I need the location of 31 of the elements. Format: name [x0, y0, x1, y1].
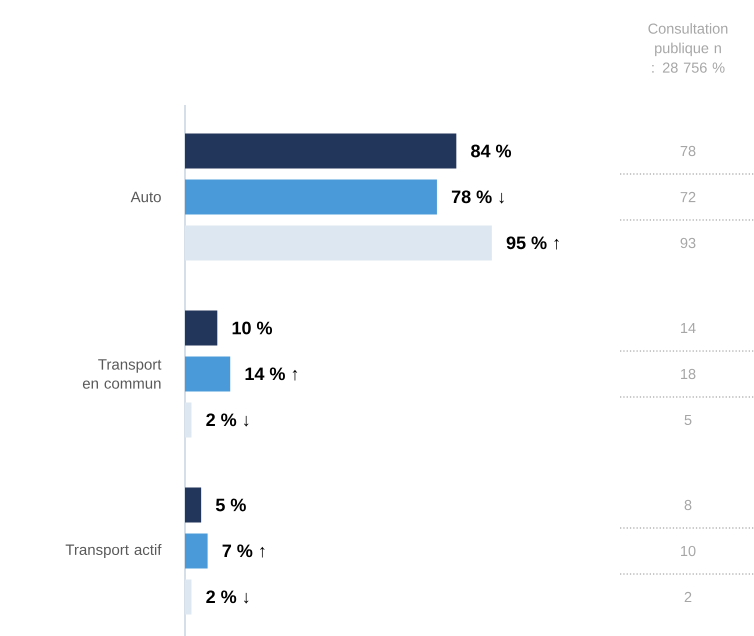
data-label: 10 %: [232, 322, 272, 334]
text: 8: [684, 500, 692, 510]
data-label: 2 % ↓: [206, 590, 248, 604]
text: Consultation publique n : 28 756 %: [648, 23, 728, 73]
text: 72: [680, 192, 696, 202]
text: 78: [680, 146, 696, 156]
text: 10: [681, 546, 696, 556]
bar: [185, 580, 192, 614]
bar: [185, 402, 192, 438]
data-label: 78 % ↓: [452, 190, 504, 204]
bar: [185, 356, 230, 392]
data-label: 95 % ↑: [506, 236, 559, 250]
text: 93: [680, 238, 696, 248]
data-label: 14 % ↑: [246, 367, 298, 381]
text: 5: [684, 414, 692, 426]
data-label: 7 % ↑: [222, 544, 264, 558]
y-tick-label: Transport en commun: [82, 359, 162, 389]
bar: [185, 534, 208, 568]
bar: [185, 134, 456, 168]
y-tick-label: Auto: [130, 192, 161, 202]
data-label: 84 %: [471, 144, 512, 158]
text: 14: [681, 323, 696, 333]
text: 18: [681, 368, 696, 380]
text: 2: [684, 592, 692, 602]
bar: [185, 180, 437, 214]
data-label: 2 % ↓: [206, 413, 248, 427]
bar: [185, 488, 202, 522]
bar: [185, 226, 492, 260]
bar: [185, 310, 218, 346]
data-label: 5 %: [216, 498, 246, 512]
y-tick-label: Transport actif: [66, 544, 162, 558]
